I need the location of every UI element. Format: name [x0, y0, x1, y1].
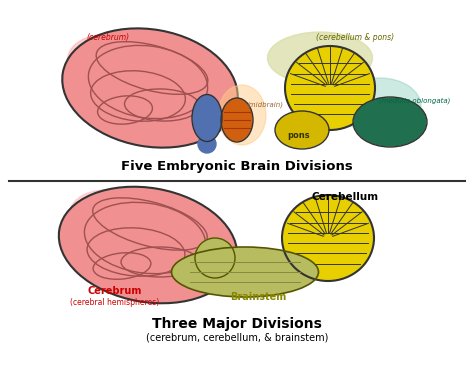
Ellipse shape: [276, 112, 328, 148]
Ellipse shape: [286, 47, 374, 129]
Text: Cerebrum: Cerebrum: [88, 286, 142, 296]
Ellipse shape: [283, 196, 373, 280]
Ellipse shape: [63, 29, 237, 147]
Text: (medulla oblongata): (medulla oblongata): [379, 97, 451, 104]
Ellipse shape: [218, 85, 266, 145]
Ellipse shape: [222, 99, 252, 141]
Ellipse shape: [60, 188, 236, 302]
Ellipse shape: [339, 78, 421, 134]
Text: (cerebrum): (cerebrum): [86, 33, 129, 42]
Text: Cerebellum: Cerebellum: [311, 192, 379, 202]
Circle shape: [198, 135, 216, 153]
Ellipse shape: [68, 34, 153, 90]
Text: pons: pons: [288, 131, 310, 140]
Text: (cerebral hemispheres): (cerebral hemispheres): [70, 298, 160, 307]
Text: Three Major Divisions: Three Major Divisions: [152, 317, 322, 331]
Text: (midbrain): (midbrain): [246, 101, 283, 108]
Text: Five Embryonic Brain Divisions: Five Embryonic Brain Divisions: [121, 160, 353, 173]
Text: (cerebellum & pons): (cerebellum & pons): [316, 33, 394, 42]
Circle shape: [195, 238, 235, 278]
Ellipse shape: [267, 32, 373, 84]
Ellipse shape: [70, 190, 150, 240]
Ellipse shape: [173, 248, 318, 296]
Text: Brainstem: Brainstem: [230, 292, 286, 302]
Ellipse shape: [193, 96, 221, 141]
Ellipse shape: [354, 98, 426, 146]
Text: (cerebrum, cerebellum, & brainstem): (cerebrum, cerebellum, & brainstem): [146, 332, 328, 342]
